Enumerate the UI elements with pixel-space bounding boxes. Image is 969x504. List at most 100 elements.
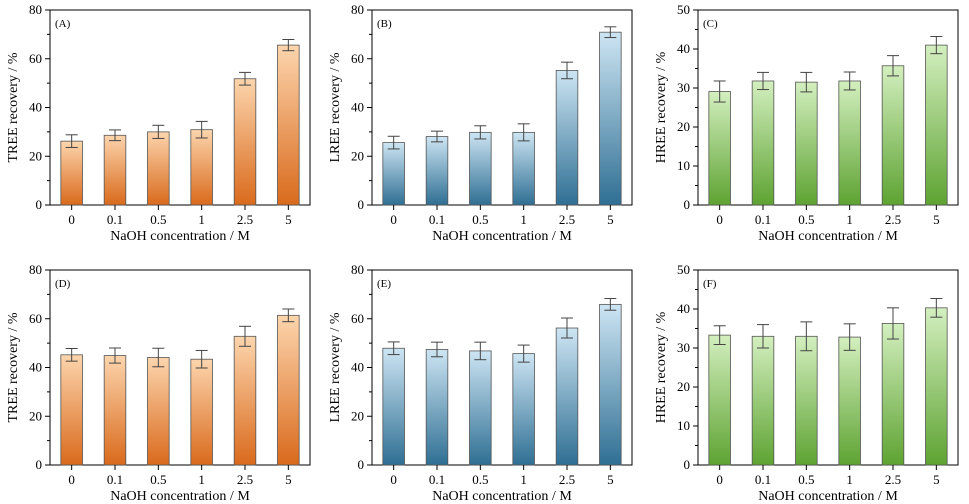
bar	[512, 131, 535, 206]
y-tick-label: 30	[677, 340, 690, 355]
y-tick-label: 80	[29, 262, 42, 277]
y-tick-label: 60	[351, 311, 364, 326]
x-tick-label: 0.1	[429, 472, 445, 487]
bar	[838, 80, 861, 206]
x-tick-label: 1	[520, 472, 527, 487]
x-tick-label: 2.5	[559, 472, 575, 487]
y-tick-label: 20	[29, 408, 42, 423]
x-tick-label: 5	[933, 212, 940, 227]
x-tick-label: 0.5	[798, 212, 814, 227]
x-axis-title: NaOH concentration / M	[110, 229, 250, 244]
y-axis-title: TREE recovery / %	[6, 312, 21, 422]
bar	[60, 140, 83, 206]
bar	[469, 131, 492, 206]
x-tick-label: 2.5	[885, 212, 901, 227]
y-tick-label: 60	[351, 51, 364, 66]
x-axis-title: NaOH concentration / M	[110, 489, 250, 504]
y-tick-label: 40	[677, 41, 690, 56]
x-axis-title: NaOH concentration / M	[758, 489, 898, 504]
y-tick-label: 80	[351, 2, 364, 17]
y-axis-title: HREE recovery / %	[654, 51, 669, 163]
y-tick-label: 80	[29, 2, 42, 17]
bar	[103, 134, 127, 206]
x-tick-label: 2.5	[885, 472, 901, 487]
y-tick-label: 40	[351, 100, 364, 115]
chart-panel-4: 0 20 40 60 80 0 0.1 0.5 1 2.5 5 (D) NaOH concentrati…	[6, 262, 311, 504]
x-axis-title: NaOH concentration / M	[432, 489, 572, 504]
y-axis-title: HREE recovery / %	[654, 311, 669, 423]
y-tick-label: 0	[36, 197, 43, 212]
bar	[795, 335, 818, 466]
plot-frame	[371, 269, 633, 466]
y-tick-label: 50	[677, 262, 690, 277]
x-tick-label: 0	[68, 212, 75, 227]
x-tick-label: 0.5	[150, 212, 166, 227]
x-tick-label: 0.1	[107, 472, 123, 487]
x-axis-title: NaOH concentration / M	[432, 229, 572, 244]
x-tick-label: 2.5	[237, 472, 253, 487]
bar	[60, 354, 83, 466]
x-tick-label: 5	[285, 212, 292, 227]
x-tick-label: 1	[520, 212, 527, 227]
bar	[925, 44, 948, 206]
x-tick-label: 0.5	[150, 472, 166, 487]
bar	[190, 129, 213, 206]
x-tick-label: 5	[285, 472, 292, 487]
x-tick-label: 0.1	[755, 212, 771, 227]
bar	[795, 81, 818, 206]
panel-label: (E)	[377, 278, 391, 290]
x-tick-label: 0.5	[472, 472, 488, 487]
bar	[103, 355, 127, 466]
x-tick-label: 5	[933, 472, 940, 487]
bar	[599, 31, 622, 206]
y-tick-label: 0	[36, 457, 43, 472]
bar	[751, 335, 775, 466]
chart-panel-3: 0 10 20 30 40 50 0 0.1 0.5 1 2.5 5 (C) NaOH concentra…	[654, 2, 959, 244]
bar	[838, 336, 861, 466]
panel-label: (B)	[377, 18, 392, 30]
y-tick-label: 20	[29, 148, 42, 163]
bar	[708, 334, 731, 466]
bar	[599, 303, 622, 466]
chart-panel-5: 0 20 40 60 80 0 0.1 0.5 1 2.5 5 (E) NaOH concentrati…	[328, 262, 633, 504]
bar	[277, 44, 300, 206]
x-tick-label: 0.1	[107, 212, 123, 227]
x-tick-label: 2.5	[559, 212, 575, 227]
bar	[751, 80, 775, 206]
bar	[555, 70, 579, 206]
plot-frame	[371, 9, 633, 206]
x-tick-label: 1	[846, 212, 853, 227]
y-tick-label: 20	[677, 119, 690, 134]
panel-label: (C)	[703, 18, 718, 30]
plot-frame	[49, 269, 311, 466]
x-tick-label: 0.1	[755, 472, 771, 487]
y-tick-label: 40	[29, 100, 42, 115]
x-axis-title: NaOH concentration / M	[758, 229, 898, 244]
bar	[382, 142, 405, 206]
y-axis-title: LREE recovery / %	[328, 312, 343, 422]
chart-panel-1: 0 20 40 60 80 0 0.1 0.5 1 2.5 5 (A) NaOH concentrati…	[6, 2, 311, 244]
bar	[425, 349, 449, 466]
bar	[233, 335, 257, 466]
y-tick-label: 0	[358, 197, 365, 212]
bar	[925, 307, 948, 466]
y-tick-label: 50	[677, 2, 690, 17]
bar	[469, 350, 492, 466]
y-tick-label: 20	[351, 408, 364, 423]
bar	[382, 347, 405, 466]
panel-label: (A)	[55, 18, 71, 30]
panel-label: (D)	[55, 278, 71, 290]
x-tick-label: 1	[198, 472, 205, 487]
chart-panel-2: 0 20 40 60 80 0 0.1 0.5 1 2.5 5 (B) NaOH concentrati…	[328, 2, 633, 244]
chart-panel-6: 0 10 20 30 40 50 0 0.1 0.5 1 2.5 5 (F) NaOH concentra…	[654, 262, 959, 504]
x-tick-label: 1	[198, 212, 205, 227]
x-tick-label: 1	[846, 472, 853, 487]
y-axis-title: LREE recovery / %	[328, 52, 343, 162]
y-tick-label: 40	[351, 360, 364, 375]
y-tick-label: 40	[29, 360, 42, 375]
x-tick-label: 2.5	[237, 212, 253, 227]
y-tick-label: 10	[677, 418, 690, 433]
bar	[708, 91, 731, 206]
y-tick-label: 0	[684, 457, 691, 472]
y-tick-label: 40	[677, 301, 690, 316]
